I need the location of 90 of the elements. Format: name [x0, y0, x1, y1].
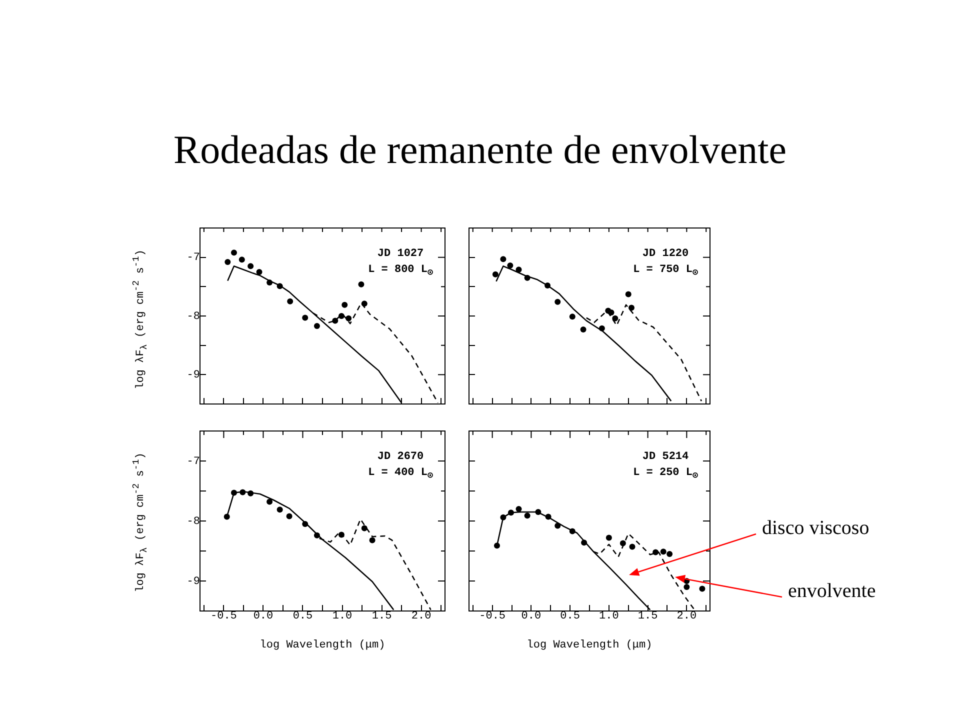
point	[266, 498, 273, 505]
x-axis-title: log Wavelength (μm)	[526, 639, 652, 652]
x-tick-label: 1.5	[638, 610, 658, 623]
point	[544, 282, 551, 288]
point	[516, 506, 522, 512]
point	[314, 532, 320, 538]
y-tick-label: -8	[186, 516, 200, 528]
point	[535, 509, 542, 515]
point	[287, 298, 294, 304]
point	[660, 548, 666, 555]
annotation: JD 1027	[376, 247, 425, 262]
point	[500, 256, 506, 262]
point	[620, 540, 626, 546]
point	[276, 283, 283, 290]
x-axis-title: log Wavelength (μm)	[260, 639, 386, 652]
point	[361, 525, 368, 532]
point	[224, 259, 231, 266]
point	[346, 315, 352, 322]
point	[248, 263, 254, 270]
point	[612, 315, 618, 322]
point	[516, 266, 522, 273]
point	[338, 313, 344, 319]
y-tick-label: -7	[186, 252, 200, 264]
y-tick-label: -7	[186, 456, 200, 468]
point	[606, 534, 612, 541]
point	[569, 314, 576, 320]
x-tick-label: 1.0	[332, 610, 352, 623]
point	[338, 532, 344, 538]
point	[598, 325, 605, 332]
x-tick-label: 1.5	[372, 610, 392, 623]
point	[238, 256, 245, 263]
point	[524, 512, 530, 519]
x-tick-label: -0.5	[479, 610, 506, 623]
point	[554, 522, 561, 529]
annotation: L = 400 L$_{⊙}$	[368, 466, 433, 484]
point	[302, 314, 308, 321]
point	[256, 269, 262, 275]
point	[569, 528, 576, 534]
point	[500, 514, 506, 520]
point	[652, 549, 659, 556]
point	[240, 489, 246, 496]
point	[494, 542, 500, 549]
point	[358, 281, 364, 288]
point	[629, 544, 636, 550]
point	[276, 506, 283, 513]
point	[361, 300, 368, 307]
text: disco viscoso	[762, 516, 870, 540]
annotation: L = 800 L$_{⊙}$	[368, 263, 433, 280]
point	[554, 298, 561, 305]
x-tick-label: 0.0	[521, 610, 542, 623]
x-tick-label: -0.5	[210, 610, 237, 623]
annotation: L = 250 L$_{⊙}$	[633, 466, 698, 484]
point	[342, 302, 348, 308]
y-tick-label: -9	[186, 576, 200, 588]
annotation: L = 750 L$_{⊙}$	[633, 263, 698, 280]
x-tick-label: 0.5	[292, 610, 313, 623]
point	[492, 271, 498, 278]
point	[507, 262, 514, 269]
point	[628, 304, 634, 311]
annotation: JD 1220	[641, 247, 690, 262]
point	[286, 513, 292, 520]
point	[625, 291, 632, 298]
x-tick-label: 0.0	[253, 610, 274, 623]
y-tick-label: -8	[186, 310, 200, 323]
point	[266, 280, 273, 286]
point	[248, 490, 254, 496]
point	[524, 274, 530, 281]
annotation: JD 5214	[641, 450, 690, 465]
x-tick-label: 2.0	[411, 610, 432, 623]
point	[224, 514, 230, 520]
point	[666, 551, 673, 557]
point	[608, 309, 614, 316]
point	[684, 584, 690, 590]
annotation: JD 2670	[376, 450, 425, 465]
point	[581, 540, 588, 546]
x-tick-label: 0.5	[560, 610, 580, 623]
y-tick-label: -9	[186, 370, 200, 382]
point	[332, 318, 338, 324]
point	[230, 250, 237, 256]
x-tick-label: 1.0	[599, 610, 619, 623]
text: envolvente	[788, 579, 876, 603]
point	[699, 586, 706, 592]
point	[508, 510, 514, 516]
chart-title: Rodeadas de remanente de envolvente	[172, 126, 788, 173]
point	[302, 521, 308, 527]
point	[369, 537, 376, 544]
point	[545, 514, 552, 520]
point	[314, 322, 320, 329]
point	[230, 490, 237, 496]
point	[580, 326, 586, 332]
